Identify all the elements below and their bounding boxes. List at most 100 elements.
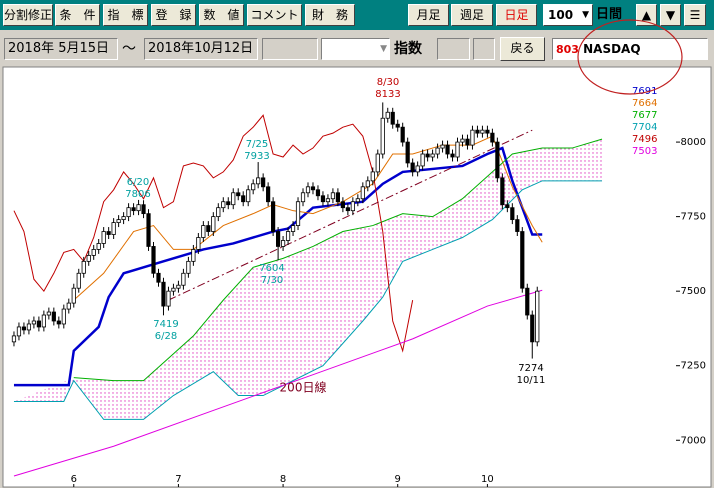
annotation: 6/20 [127,177,149,188]
legend-entry: 7704 [632,122,657,133]
candle-body [490,132,495,143]
y-tick-label: 7500 [681,286,706,297]
select[interactable]: ▼ [321,38,390,60]
candle-body [236,192,241,197]
button[interactable]: 分割修正 [3,4,53,26]
date-from[interactable]: 2018年 5月15日 [4,38,118,60]
button[interactable]: 財 務 [305,4,355,26]
candle-body [51,311,56,322]
y-tick-label: 8000 [681,137,706,148]
candle-body [86,254,91,262]
trend-line [168,129,533,301]
candle-body [400,126,405,143]
nav-button[interactable]: ▼ [660,4,681,26]
candle-body [141,204,146,215]
candle-body [460,138,465,143]
toolbar: 分割修正 条 件 指 標 登 録 数 値 コメント 財 務 月足 週足 日足 1… [0,0,714,30]
period-button[interactable]: 月足 [408,4,449,26]
empty-field[interactable] [262,38,318,60]
candle-body [76,272,81,289]
symbol-field[interactable]: 803 NASDAQ [552,38,708,60]
button[interactable]: 条 件 [55,4,100,26]
candle-body [171,287,176,292]
candle-body [355,198,360,203]
period-button[interactable]: 週足 [451,4,493,26]
candle-body [415,165,420,173]
candle-body [11,335,17,343]
button[interactable]: 数 値 [199,4,244,26]
candle-body [241,195,246,203]
button[interactable]: 登 録 [151,4,196,26]
annotation: 7806 [125,189,150,200]
candle-body [186,260,191,274]
candle-body [385,111,390,119]
candle-body [101,231,106,244]
x-tick-label: 10 [481,474,494,485]
candle-body [181,272,186,286]
symbol-name: NASDAQ [583,42,641,56]
candle-body [231,192,236,206]
candle-body [500,177,505,206]
candle-body [31,320,37,325]
empty-field[interactable] [437,38,470,60]
candle-body [285,231,291,241]
candle-body [370,171,375,182]
candle-body [330,192,336,200]
series-line [13,180,603,420]
candle-body [375,153,380,173]
period-button[interactable]: 日足 [496,4,537,26]
annotation: 7933 [244,151,269,162]
y-tick-label: 7750 [681,212,706,223]
candle-body [310,186,316,191]
date-to[interactable]: 2018年10月12日 [144,38,258,60]
candle-body [251,183,256,191]
nav-button[interactable]: ☰ [684,4,706,26]
dropdown-arrow: ▼ [380,44,387,54]
candle-body [81,260,86,274]
candle-body [290,225,296,232]
candle-body [525,287,530,316]
candle-body [275,231,281,247]
x-tick-label: 7 [175,474,181,485]
candle-body [26,323,32,331]
candle-body [360,186,365,200]
candle-body [211,216,216,232]
candle-body [425,153,430,158]
symbol-code: 803 [556,43,579,56]
candle-body [405,141,410,164]
candle-body [395,123,400,128]
candle-body [455,141,460,158]
back-button[interactable]: 戻る [500,37,545,61]
annotation: 10/11 [517,375,546,386]
candle-body [320,195,326,203]
kind-label: 指数 [394,41,422,57]
candle-body [445,144,450,155]
candle-body [221,201,226,209]
candle-body [71,287,76,304]
candle-body [56,320,61,325]
candle-body [111,222,116,235]
button[interactable]: 指 標 [103,4,148,26]
separator: ～ [122,41,136,57]
candle-body [335,192,341,203]
candle-body [340,201,345,209]
candle-body [535,290,540,343]
legend-entry: 7691 [632,86,657,97]
chart: 7000 7250 7500 7750 8000 6 7 8 9 10 76917664767777… [2,66,712,488]
button[interactable]: コメント [247,4,302,26]
candle-body [420,153,425,167]
candle-body [475,129,480,134]
candle-body [121,216,126,221]
candle-body [156,272,161,283]
annotation: 7274 [518,363,543,374]
candle-body [300,192,306,203]
candle-body [280,240,286,247]
candle-body [106,231,111,235]
candle-body [435,147,440,155]
empty-field[interactable] [473,38,495,60]
nav-button[interactable]: ▲ [636,4,657,26]
candle-body [345,207,350,212]
candle-body [66,302,71,310]
days-select[interactable]: 100 ▼ [543,4,593,26]
